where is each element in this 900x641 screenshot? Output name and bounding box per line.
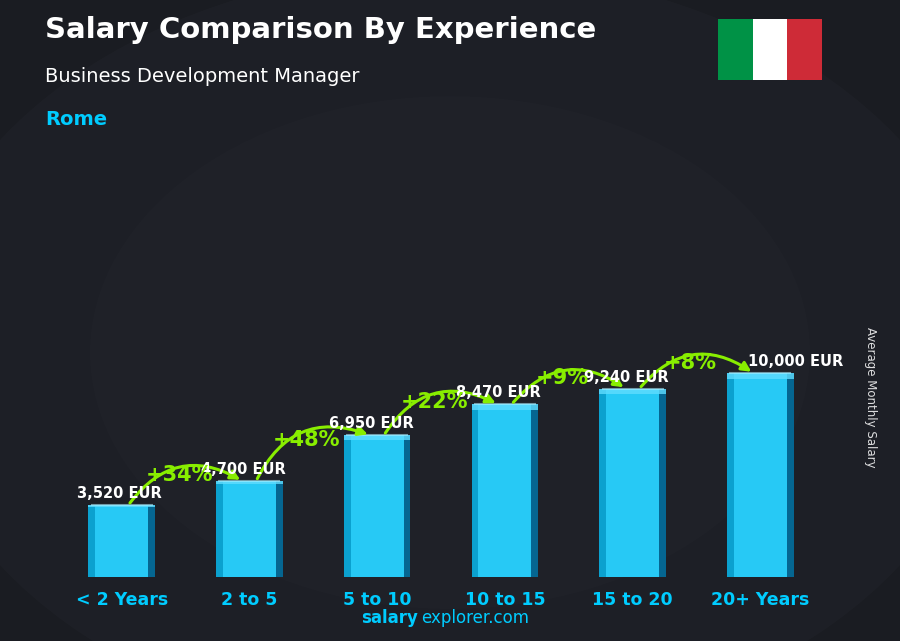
Text: 3,520 EUR: 3,520 EUR [76,486,162,501]
Bar [216,481,283,577]
Text: Business Development Manager: Business Development Manager [45,67,359,87]
Bar [718,19,752,80]
Bar [88,505,155,508]
Bar [88,505,155,577]
Text: 6,950 EUR: 6,950 EUR [328,416,413,431]
Text: 9,240 EUR: 9,240 EUR [584,370,669,385]
Text: Rome: Rome [45,110,107,129]
Text: Salary Comparison By Experience: Salary Comparison By Experience [45,16,596,44]
Text: +8%: +8% [663,353,716,373]
Bar [752,19,788,80]
Text: explorer.com: explorer.com [421,609,529,627]
Text: 4,700 EUR: 4,700 EUR [201,462,285,477]
FancyArrowPatch shape [385,391,492,433]
Text: 10,000 EUR: 10,000 EUR [748,354,842,369]
Bar [344,435,351,577]
Text: +22%: +22% [400,392,468,412]
Bar [344,435,410,440]
Bar [472,404,538,577]
Bar [659,388,666,577]
Bar [276,481,283,577]
Bar [599,388,606,577]
Text: Average Monthly Salary: Average Monthly Salary [865,327,878,468]
Bar [787,373,794,577]
FancyArrowPatch shape [257,427,364,479]
FancyArrowPatch shape [513,370,621,403]
Bar [344,435,410,577]
Bar [727,373,734,577]
Bar [599,388,666,577]
Bar [472,404,538,410]
Bar [216,481,283,484]
Text: salary: salary [362,609,418,627]
Bar [599,388,666,394]
Text: +34%: +34% [146,465,213,485]
Bar [148,505,155,577]
Text: 8,470 EUR: 8,470 EUR [456,385,541,401]
Bar [727,373,794,577]
Bar [472,404,478,577]
Bar [216,481,223,577]
Text: +48%: +48% [273,430,340,450]
Bar [531,404,538,577]
Text: +9%: +9% [536,369,589,388]
Bar [788,19,822,80]
Circle shape [90,96,810,609]
FancyArrowPatch shape [641,354,749,387]
Bar [404,435,410,577]
Bar [727,373,794,379]
Bar [88,505,95,577]
FancyArrowPatch shape [130,465,238,503]
